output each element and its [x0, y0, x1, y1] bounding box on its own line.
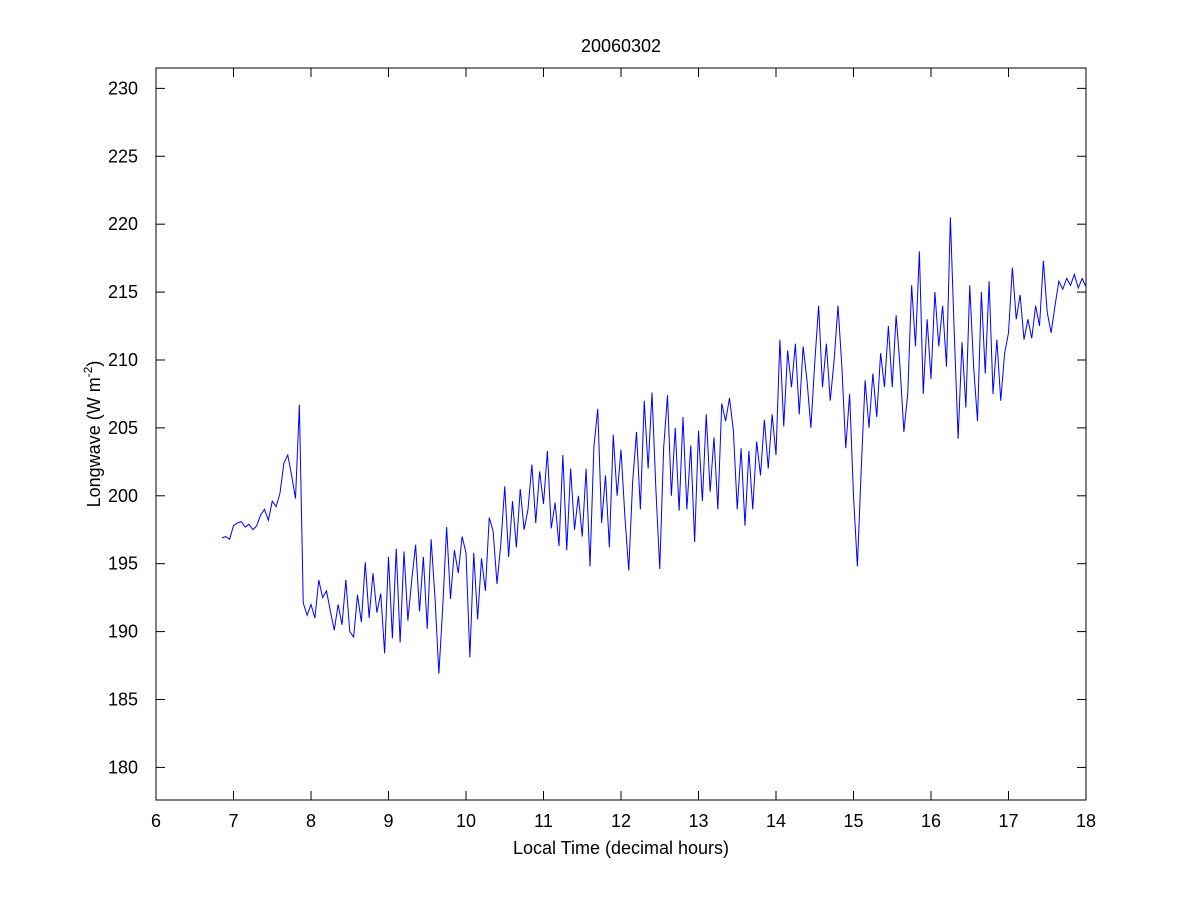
y-tick-label: 205 — [108, 418, 138, 438]
y-tick-label: 225 — [108, 146, 138, 166]
x-tick-label: 9 — [383, 811, 393, 831]
plot-area — [155, 67, 1087, 801]
x-tick-label: 8 — [306, 811, 316, 831]
y-tick-label: 190 — [108, 622, 138, 642]
y-axis-label-superscript: -2 — [81, 366, 95, 377]
y-tick-label: 210 — [108, 350, 138, 370]
y-tick-label: 220 — [108, 214, 138, 234]
y-tick-label: 185 — [108, 690, 138, 710]
y-tick-label: 180 — [108, 757, 138, 777]
chart-title: 20060302 — [581, 36, 661, 56]
y-tick-label: 195 — [108, 554, 138, 574]
x-tick-label: 13 — [688, 811, 708, 831]
data-line — [221, 217, 1087, 674]
x-tick-label: 16 — [921, 811, 941, 831]
x-tick-label: 11 — [534, 811, 553, 831]
y-tick-label: 215 — [108, 282, 138, 302]
x-tick-label: 10 — [456, 811, 476, 831]
x-tick-label: 12 — [611, 811, 631, 831]
x-tick-label: 18 — [1076, 811, 1096, 831]
x-tick-label: 7 — [228, 811, 238, 831]
x-tick-label: 6 — [151, 811, 161, 831]
x-tick-label: 14 — [766, 811, 786, 831]
y-tick-label: 230 — [108, 78, 138, 98]
y-axis-label-suffix: ) — [84, 361, 104, 367]
x-axis-label: Local Time (decimal hours) — [513, 838, 729, 858]
y-axis-label-text: Longwave (W m — [84, 377, 104, 507]
y-axis-label: Longwave (W m-2) — [81, 361, 104, 508]
y-tick-label: 200 — [108, 486, 138, 506]
x-tick-label: 15 — [843, 811, 863, 831]
x-tick-label: 17 — [998, 811, 1018, 831]
